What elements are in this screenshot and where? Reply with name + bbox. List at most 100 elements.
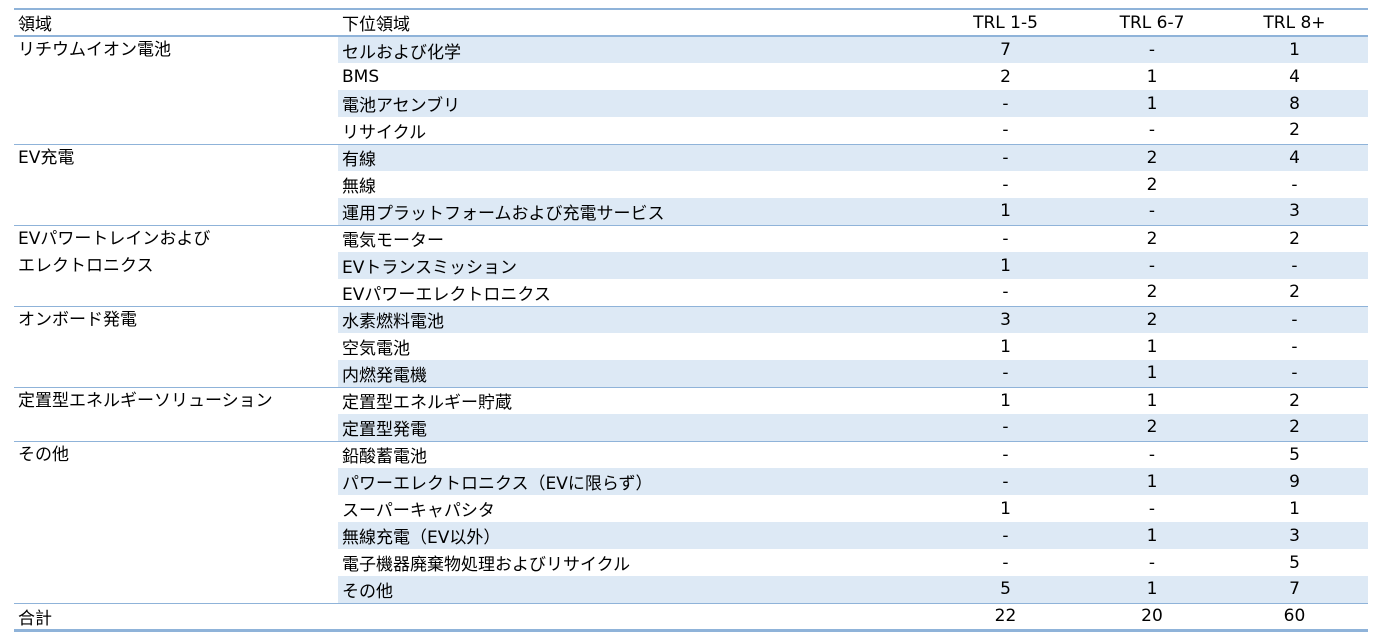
subarea-cell: EVトランスミッション: [338, 252, 928, 279]
trl-6-7-cell: 2: [1083, 224, 1221, 252]
trl-1-5-cell: 5: [928, 576, 1083, 603]
trl-6-7-cell: -: [1083, 35, 1221, 63]
area-label: その他: [18, 444, 69, 465]
table-row: 空気電池 1 1 -: [14, 333, 1368, 360]
table-row: パワーエレクトロニクス（EVに限らず） -1 9: [14, 468, 1368, 495]
header-row: 領域 下位領域 TRL 1-5 TRL 6-7 TRL 8+: [14, 8, 1368, 37]
area-label: EV充電: [18, 147, 75, 168]
trl-1-5-cell: -: [928, 143, 1083, 171]
trl-8-plus-cell: 2: [1221, 386, 1368, 414]
trl-6-7-cell: -: [1148, 552, 1156, 573]
subarea-cell: 空気電池: [342, 339, 410, 359]
trl-6-7-cell: 2: [1083, 305, 1221, 333]
trl-1-5-cell: -: [928, 224, 1083, 252]
table-row: その他 鉛酸蓄電池 - -5: [14, 440, 1368, 603]
header-subarea: 下位領域: [338, 8, 928, 37]
trl-6-7-cell: 1: [1083, 360, 1221, 387]
subarea-cell: 有線: [338, 143, 928, 171]
trl-1-5-cell: 1: [928, 252, 1083, 279]
table-row: 定置型エネルギーソリューション 定置型エネルギー貯蔵 1 1 2: [14, 386, 1368, 441]
trl-1-5-cell: 1: [1000, 498, 1011, 519]
trl-1-5-cell: -: [928, 90, 1083, 117]
trl-1-5-cell: -: [928, 440, 1083, 468]
trl-8-plus-cell: 3: [1221, 198, 1368, 225]
trl-1-5-cell: 7: [928, 35, 1083, 63]
trl-8-plus-cell: 5: [1221, 440, 1368, 468]
table-body: リチウムイオン電池 セルおよび化学 7-1 BMS 2 1 4 電池アセンブリ -1 8 リサイクル…: [14, 35, 1368, 632]
trl-8-plus-cell: 4: [1289, 66, 1300, 87]
area-cell: リチウムイオン電池: [14, 35, 338, 144]
trl-6-7-cell: -: [1083, 440, 1221, 468]
subarea-cell: リサイクル: [342, 122, 427, 143]
table-row: リサイクル - - 2: [14, 117, 1368, 144]
trl-1-5-cell: -: [1002, 282, 1009, 303]
trl-table: 領域 下位領域 TRL 1-5 TRL 6-7 TRL 8+ リチウムイオン電池…: [14, 8, 1368, 632]
trl-8-plus-cell: -: [1221, 252, 1368, 279]
header-area: 領域: [14, 8, 338, 37]
total-row: 合計 22 20 60: [14, 602, 1368, 632]
table-row: 定置型発電 -2 2: [14, 414, 1368, 441]
trl-6-7-cell: -: [1148, 120, 1156, 141]
table-row: 電子機器廃棄物処理およびリサイクル - - 5: [14, 549, 1368, 576]
table-row: その他 5 1 7: [14, 576, 1368, 603]
subarea-cell: 内燃発電機: [338, 360, 928, 387]
trl-8-plus-cell: 2: [1221, 414, 1368, 441]
trl-1-5-cell: 3: [928, 305, 1083, 333]
trl-8-plus-cell: 2: [1289, 120, 1300, 141]
trl-6-7-cell: 1: [1146, 66, 1158, 87]
table-row: 無線 - 2 -: [14, 171, 1368, 198]
table-row: 内燃発電機 -1-: [14, 360, 1368, 387]
table-row: リチウムイオン電池 セルおよび化学 7-1: [14, 35, 1368, 144]
trl-1-5-cell: -: [928, 414, 1083, 441]
area-label: リチウムイオン電池: [18, 40, 171, 60]
subarea-cell: スーパーキャパシタ: [342, 501, 495, 521]
trl-8-plus-cell: -: [1221, 305, 1368, 333]
header-trl-6-7: TRL 6-7: [1083, 8, 1221, 37]
subarea-cell: 無線: [342, 177, 376, 197]
trl-6-7-cell: -: [1148, 498, 1156, 519]
trl-1-5-cell: -: [928, 468, 1083, 495]
area-label: 定置型エネルギーソリューション: [18, 390, 273, 411]
area-label-line2: エレクトロニクス: [18, 255, 154, 276]
trl-6-7-cell: 1: [1083, 90, 1221, 117]
trl-6-7-cell: 1: [1146, 336, 1158, 357]
subarea-cell: 運用プラットフォームおよび充電サービス: [338, 198, 928, 225]
table-row: EVパワーエレクトロニクス - 2 2: [14, 279, 1368, 306]
area-cell: オンボード発電: [14, 305, 338, 387]
total-label: 合計: [14, 602, 338, 632]
table-header: 領域 下位領域 TRL 1-5 TRL 6-7 TRL 8+: [14, 8, 1368, 37]
trl-6-7-cell: -: [1083, 198, 1221, 225]
table-row: 運用プラットフォームおよび充電サービス 1-3: [14, 198, 1368, 225]
trl-1-5-cell: 1: [928, 386, 1083, 414]
trl-8-plus-cell: 1: [1289, 498, 1300, 519]
trl-6-7-cell: 1: [1083, 386, 1221, 414]
trl-6-7-cell: 2: [1083, 143, 1221, 171]
subarea-cell: 電子機器廃棄物処理およびリサイクル: [342, 555, 631, 575]
subarea-cell: その他: [338, 576, 928, 603]
subarea-cell: 電池アセンブリ: [338, 90, 928, 117]
trl-8-plus-cell: 2: [1221, 224, 1368, 252]
area-cell: EV充電: [14, 143, 338, 225]
trl-1-5-cell: -: [1002, 174, 1009, 195]
subarea-cell: 水素燃料電池: [338, 305, 928, 333]
table-row: スーパーキャパシタ 1 - 1: [14, 495, 1368, 522]
subarea-cell: 無線充電（EV以外）: [338, 522, 928, 549]
trl-6-7-cell: 2: [1146, 282, 1158, 303]
table-row: BMS 2 1 4: [14, 63, 1368, 90]
trl-8-plus-cell: -: [1221, 360, 1368, 387]
trl-6-7-cell: 2: [1083, 414, 1221, 441]
table-row: EVトランスミッション 1- -: [14, 252, 1368, 279]
subarea-cell: セルおよび化学: [338, 35, 928, 63]
table-row: 電池アセンブリ -1 8: [14, 90, 1368, 117]
area-cell: 定置型エネルギーソリューション: [14, 386, 338, 441]
trl-8-plus-cell: 4: [1221, 143, 1368, 171]
subarea-cell: EVパワーエレクトロニクス: [342, 284, 551, 305]
trl-1-5-cell: 1: [1000, 336, 1011, 357]
header-trl-1-5: TRL 1-5: [928, 8, 1083, 37]
trl-1-5-cell: 2: [1000, 66, 1011, 87]
trl-8-plus-cell: 9: [1221, 468, 1368, 495]
header-trl-8-plus: TRL 8+: [1221, 8, 1368, 37]
trl-8-plus-cell: 1: [1221, 35, 1368, 63]
table-row: EVパワートレインおよび エレクトロニクス 電気モーター -2 2: [14, 224, 1368, 306]
trl-8-plus-cell: 8: [1221, 90, 1368, 117]
